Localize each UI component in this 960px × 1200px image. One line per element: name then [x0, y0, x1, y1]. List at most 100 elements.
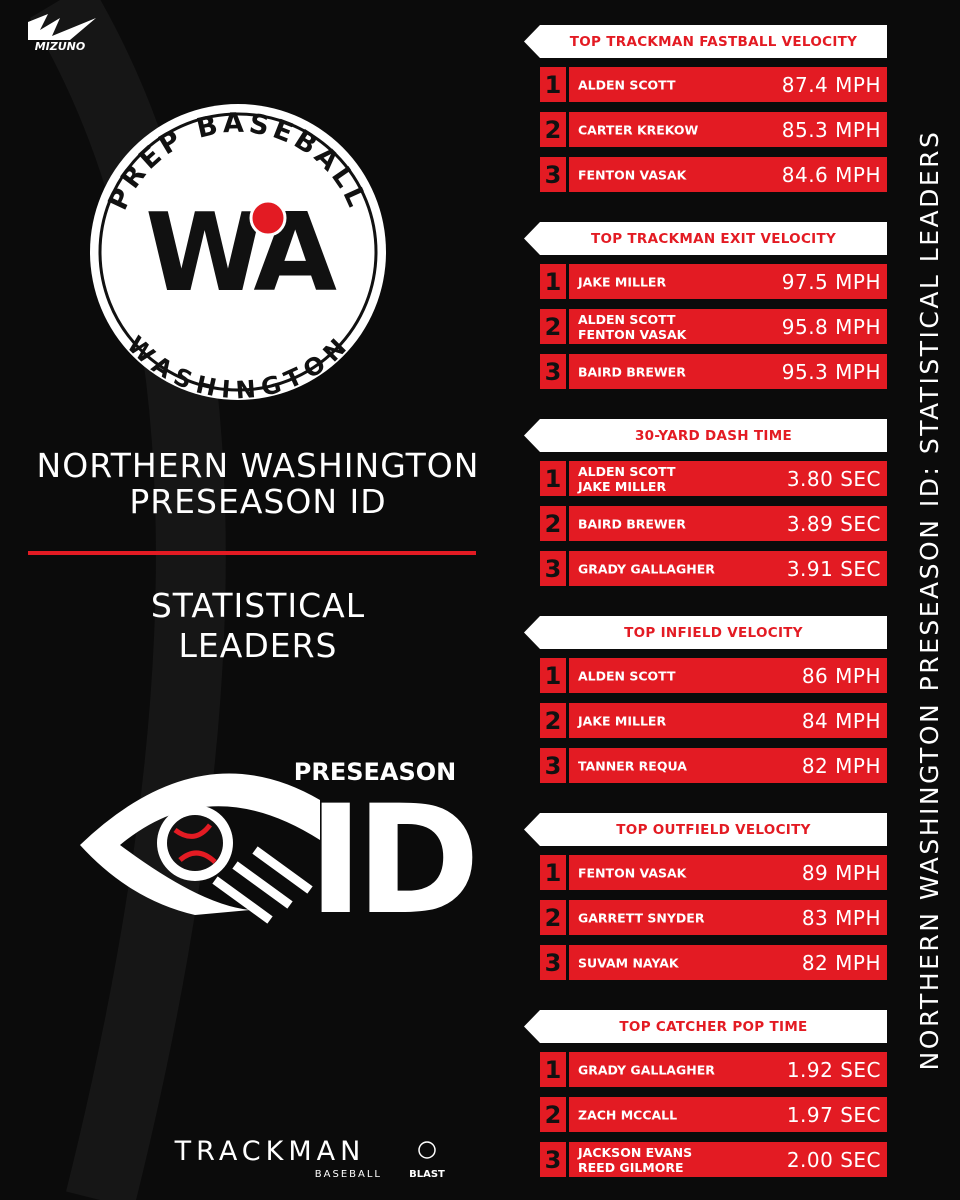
player-name: FENTON VASAK [578, 326, 687, 342]
left-art: MIZUNO PREP BASEBALL WASHINGTON WA PRESE… [28, 0, 481, 1200]
event-top: PRESEASON [294, 758, 457, 786]
names: GRADY GALLAGHER [578, 561, 715, 576]
subhead-2: LEADERS [178, 626, 338, 665]
value: 1.97 SEC [786, 1102, 881, 1127]
player-name: ALDEN SCOTT [578, 668, 676, 683]
sponsor-trackman: TRACKMAN [174, 1136, 366, 1167]
value: 83 MPH [801, 905, 881, 930]
value: 95.3 MPH [781, 359, 881, 384]
row: FENTON VASAK 89 MPH [569, 855, 887, 890]
value: 95.8 MPH [781, 314, 881, 339]
value: 2.00 SEC [786, 1147, 881, 1172]
row: JACKSON EVANS REED GILMORE 2.00 SEC [569, 1142, 887, 1177]
names: ALDEN SCOTT [578, 668, 676, 683]
section-title: 30-YARD DASH TIME [524, 419, 887, 452]
names: GRADY GALLAGHER [578, 1062, 715, 1077]
row: TANNER REQUA 82 MPH [569, 748, 887, 783]
player-name: JAKE MILLER [578, 274, 667, 289]
row: GARRETT SNYDER 83 MPH [569, 900, 887, 935]
event-big: ID [308, 774, 473, 948]
player-name: CARTER KREKOW [578, 122, 699, 137]
rank: 1 [540, 67, 566, 102]
player-name: GRADY GALLAGHER [578, 1062, 715, 1077]
brand-mark [28, 14, 96, 40]
rank: 3 [540, 354, 566, 389]
rank: 3 [540, 551, 566, 586]
rank: 2 [540, 309, 566, 344]
rank: 1 [540, 855, 566, 890]
value: 3.89 SEC [786, 511, 881, 536]
rank: 1 [540, 658, 566, 693]
player-name: ZACH MCCALL [578, 1107, 678, 1122]
row: BAIRD BREWER 95.3 MPH [569, 354, 887, 389]
player-name: JACKSON EVANS [578, 1144, 693, 1160]
rank: 3 [540, 945, 566, 980]
value: 89 MPH [801, 860, 881, 885]
subhead-1: STATISTICAL [150, 586, 366, 625]
row: FENTON VASAK 84.6 MPH [569, 157, 887, 192]
row: ZACH MCCALL 1.97 SEC [569, 1097, 887, 1132]
sponsor-sub: BASEBALL [315, 1169, 382, 1180]
names: ZACH MCCALL [578, 1107, 677, 1122]
rank: 2 [540, 1097, 566, 1132]
value: 84 MPH [801, 708, 881, 733]
player-name: ALDEN SCOTT [578, 463, 676, 479]
player-name: FENTON VASAK [578, 167, 687, 182]
rank: 3 [540, 748, 566, 783]
names: JAKE MILLER [578, 274, 666, 289]
player-name: JAKE MILLER [578, 713, 667, 728]
value: 1.92 SEC [786, 1057, 881, 1082]
rank: 1 [540, 461, 566, 496]
player-name: GRADY GALLAGHER [578, 561, 715, 576]
row: CARTER KREKOW 85.3 MPH [569, 112, 887, 147]
row: JAKE MILLER 97.5 MPH [569, 264, 887, 299]
row: ALDEN SCOTT 86 MPH [569, 658, 887, 693]
rank: 2 [540, 112, 566, 147]
row: GRADY GALLAGHER 3.91 SEC [569, 551, 887, 586]
value: 3.91 SEC [786, 556, 881, 581]
names: ALDEN SCOTT JAKE MILLER [578, 464, 676, 494]
names: FENTON VASAK [578, 865, 686, 880]
value: 85.3 MPH [781, 117, 881, 142]
row: BAIRD BREWER 3.89 SEC [569, 506, 887, 541]
section-title: TOP CATCHER POP TIME [524, 1010, 887, 1043]
value: 82 MPH [801, 753, 881, 778]
rank: 1 [540, 264, 566, 299]
player-name: JAKE MILLER [578, 478, 667, 494]
names: JACKSON EVANS REED GILMORE [578, 1145, 692, 1175]
headline-1: NORTHERN WASHINGTON [36, 446, 480, 485]
value: 86 MPH [801, 663, 881, 688]
headline-2: PRESEASON ID [129, 482, 387, 521]
rank: 3 [540, 1142, 566, 1177]
divider [28, 551, 476, 555]
eye [80, 773, 320, 915]
rank: 3 [540, 157, 566, 192]
section-title: TOP TRACKMAN FASTBALL VELOCITY [524, 25, 887, 58]
row: SUVAM NAYAK 82 MPH [569, 945, 887, 980]
row: ALDEN SCOTT JAKE MILLER 3.80 SEC [569, 461, 887, 496]
section-title: TOP TRACKMAN EXIT VELOCITY [524, 222, 887, 255]
sponsor-blast: BLAST [409, 1169, 445, 1180]
logo-letters: WA [145, 191, 337, 316]
player-name: SUVAM NAYAK [578, 955, 679, 970]
value: 84.6 MPH [781, 162, 881, 187]
value: 97.5 MPH [781, 269, 881, 294]
side-title: NORTHERN WASHINGTON PRESEASON ID: STATIS… [915, 129, 944, 1071]
logo-circle [90, 104, 386, 400]
rank: 2 [540, 506, 566, 541]
player-name: GARRETT SNYDER [578, 910, 705, 925]
names: BAIRD BREWER [578, 516, 686, 531]
row: ALDEN SCOTT FENTON VASAK 95.8 MPH [569, 309, 887, 344]
section-title: TOP INFIELD VELOCITY [524, 616, 887, 649]
player-name: REED GILMORE [578, 1159, 684, 1175]
names: JAKE MILLER [578, 713, 666, 728]
player-name: ALDEN SCOTT [578, 77, 676, 92]
names: GARRETT SNYDER [578, 910, 704, 925]
names: CARTER KREKOW [578, 122, 698, 137]
rank: 2 [540, 703, 566, 738]
rank: 1 [540, 1052, 566, 1087]
names: ALDEN SCOTT [578, 77, 676, 92]
value: 82 MPH [801, 950, 881, 975]
player-name: BAIRD BREWER [578, 364, 686, 379]
